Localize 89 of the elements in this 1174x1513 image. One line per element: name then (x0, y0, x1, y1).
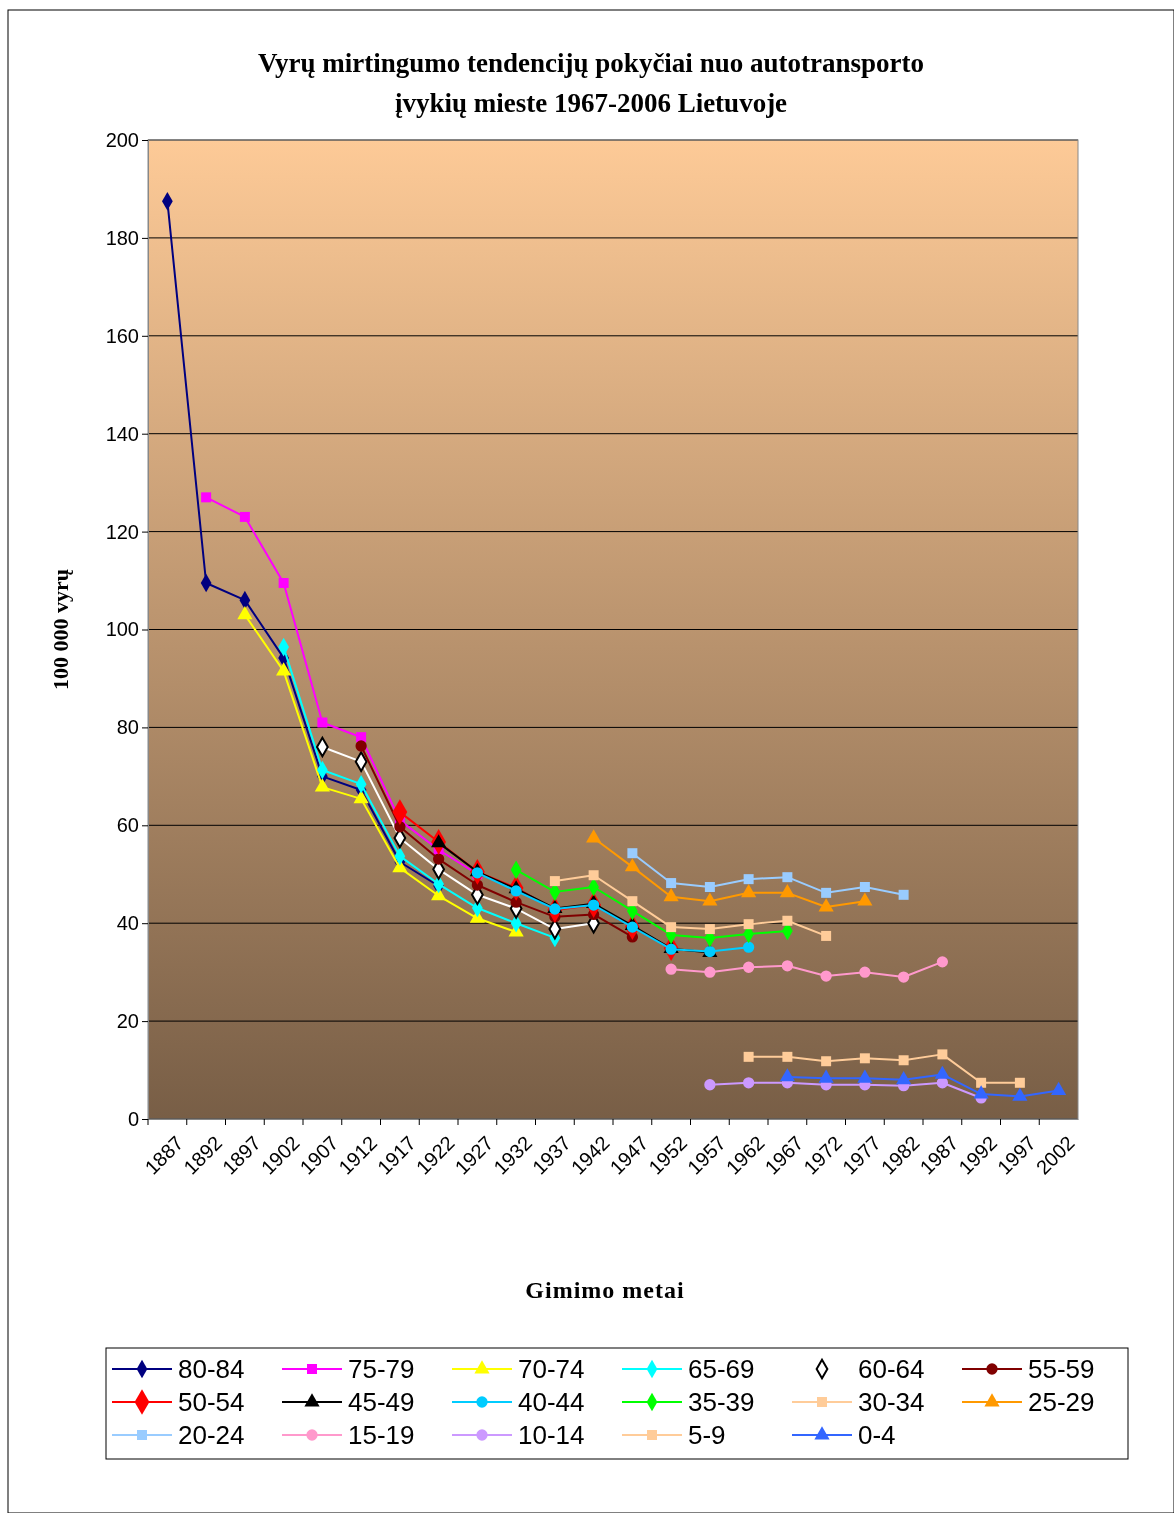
point (821, 930, 832, 941)
legend-label: 0-4 (858, 1420, 896, 1451)
point (973, 1085, 989, 1099)
y-tick-label: 20 (116, 1010, 139, 1032)
point (937, 1049, 948, 1060)
point (859, 881, 870, 892)
point (779, 884, 795, 898)
point (588, 870, 599, 881)
y-tick-label: 120 (105, 520, 139, 543)
point (549, 876, 560, 887)
point (741, 884, 757, 898)
y-tick-label: 160 (105, 324, 139, 347)
point (898, 1055, 909, 1066)
point (704, 924, 715, 935)
y-tick-label: 40 (116, 912, 139, 935)
point (936, 956, 949, 968)
point (857, 892, 873, 906)
y-tick-label: 140 (105, 422, 139, 445)
point (821, 887, 832, 898)
legend-label: 55-59 (1028, 1354, 1095, 1385)
point (782, 872, 793, 883)
legend-label: 50-54 (178, 1387, 245, 1418)
point (317, 717, 328, 728)
point (1014, 1077, 1025, 1088)
point (627, 848, 638, 859)
point (742, 961, 755, 973)
point (431, 834, 447, 848)
y-tick-label: 60 (116, 814, 139, 837)
point (356, 732, 367, 743)
point (276, 662, 292, 676)
y-tick-label: 200 (105, 128, 139, 151)
point (898, 889, 909, 900)
legend-label: 15-19 (348, 1420, 415, 1451)
y-tick-label: 0 (127, 1107, 139, 1130)
point (897, 971, 910, 983)
legend-label: 25-29 (1028, 1387, 1095, 1418)
point (704, 881, 715, 892)
point (237, 606, 253, 620)
legend-label: 10-14 (518, 1420, 585, 1451)
point (782, 1051, 793, 1062)
point (624, 858, 640, 872)
point (742, 941, 755, 953)
legend-label: 60-64 (858, 1354, 925, 1385)
point (976, 1077, 987, 1088)
point (666, 878, 677, 889)
point (314, 778, 330, 792)
point (743, 874, 754, 885)
y-axis-title: 100 000 vyrų (48, 569, 73, 690)
legend-label: 70-74 (518, 1354, 585, 1385)
y-tick-label: 180 (105, 226, 139, 249)
point (859, 966, 871, 978)
point (201, 492, 212, 503)
legend-label: 80-84 (178, 1354, 245, 1385)
legend-label: 75-79 (348, 1354, 415, 1385)
point (818, 898, 834, 912)
point (743, 1051, 754, 1062)
legend-label: 20-24 (178, 1420, 245, 1451)
point (820, 970, 832, 982)
point (704, 1079, 716, 1091)
point (702, 892, 718, 906)
point (627, 896, 638, 907)
point (742, 1077, 755, 1089)
legend-label: 30-34 (858, 1387, 925, 1418)
legend-label: 5-9 (688, 1420, 726, 1451)
point (896, 1071, 912, 1085)
y-tick-label: 100 (105, 618, 139, 641)
point (782, 915, 793, 926)
point (353, 790, 369, 804)
legend-label: 40-44 (518, 1387, 585, 1418)
point (743, 919, 754, 930)
point (781, 960, 794, 972)
chart-title: Vyrų mirtingumo tendencijų pokyčiai nuo autotransporto įvykių mieste 1967-2006 Lietuvoje (258, 48, 924, 118)
legend-label: 65-69 (688, 1354, 755, 1385)
point (779, 1068, 795, 1082)
point (821, 1056, 832, 1067)
x-axis-title: Gimimo metai (525, 1277, 685, 1303)
legend-label: 35-39 (688, 1387, 755, 1418)
point (663, 887, 679, 902)
point (859, 1053, 870, 1064)
point (666, 922, 677, 933)
point (355, 740, 367, 752)
legend-label: 45-49 (348, 1387, 415, 1418)
y-tick-label: 80 (116, 716, 139, 739)
point (586, 829, 602, 843)
point (239, 511, 250, 522)
point (432, 853, 445, 865)
point (665, 963, 677, 975)
point (278, 578, 289, 588)
point (704, 966, 716, 978)
